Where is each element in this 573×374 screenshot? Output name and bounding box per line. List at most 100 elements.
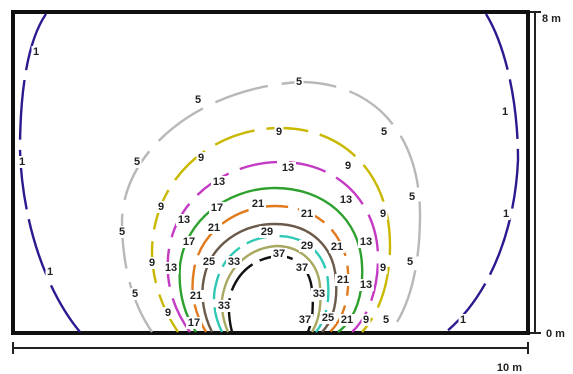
contour-label-5: 5 [407, 256, 413, 268]
contour-line-29 [212, 234, 330, 333]
contour-labels: 1 1 1 1 1 1 5 5 5 5 5 5 5 5 5 9 9 9 9 9 9 9 9 9 13 13 13 13 13 13 13 17… [17, 46, 511, 329]
contour-label-background [31, 46, 41, 58]
contour-label-background [297, 314, 313, 326]
contour-label-9: 9 [380, 262, 386, 274]
width-label: 10 m [497, 362, 522, 374]
contour-line-25 [201, 222, 338, 333]
contour-label-background [130, 288, 140, 300]
contour-label-13: 13 [213, 176, 225, 188]
contour-label-9: 9 [158, 201, 164, 213]
contour-label-background [407, 191, 417, 203]
contour-label-25: 25 [322, 312, 334, 324]
contour-label-21: 21 [341, 314, 353, 326]
contour-label-5: 5 [409, 191, 415, 203]
contour-label-background [358, 279, 374, 291]
contour-label-29: 29 [301, 240, 313, 252]
contour-label-background [378, 208, 388, 220]
contour-label-17: 17 [183, 236, 195, 248]
contour-label-background [259, 226, 275, 238]
contour-label-1: 1 [460, 314, 466, 326]
contour-label-background [361, 314, 371, 326]
contour-label-background [181, 236, 197, 248]
contour-label-5: 5 [132, 288, 138, 300]
contour-label-background [339, 314, 355, 326]
contour-label-background [329, 241, 345, 253]
contour-label-9: 9 [165, 307, 171, 319]
contour-label-background [299, 208, 315, 220]
contour-label-background [378, 262, 388, 274]
contour-label-background [458, 314, 468, 326]
contour-label-21: 21 [190, 290, 202, 302]
contour-label-background [45, 266, 55, 278]
contour-label-1: 1 [47, 266, 53, 278]
contour-label-13: 13 [340, 194, 352, 206]
contour-label-9: 9 [198, 152, 204, 164]
contour-label-21: 21 [337, 274, 349, 286]
contour-line-21 [191, 204, 350, 333]
contour-label-background [17, 156, 27, 168]
contour-label-21: 21 [331, 241, 343, 253]
contour-label-33: 33 [313, 288, 325, 300]
contour-label-background [163, 307, 173, 319]
contour-label-background [196, 152, 206, 164]
contour-label-1: 1 [19, 156, 25, 168]
height-bottom-label: 0 m [546, 328, 565, 340]
contour-label-background [280, 162, 296, 174]
contour-label-background [294, 76, 304, 88]
vertical-scale: 8 m 0 m [530, 11, 565, 340]
contour-label-13: 13 [178, 214, 190, 226]
contour-label-background [117, 226, 127, 238]
contour-label-background [226, 256, 242, 268]
contour-label-21: 21 [301, 208, 313, 220]
contour-label-background [335, 274, 351, 286]
contour-label-background [132, 156, 142, 168]
contour-label-background [271, 248, 287, 260]
contour-label-background [274, 126, 284, 138]
contour-label-background [500, 106, 510, 118]
contour-label-5: 5 [296, 76, 302, 88]
height-top-label: 8 m [542, 13, 561, 25]
contour-label-9: 9 [149, 257, 155, 269]
contour-label-21: 21 [252, 198, 264, 210]
contour-label-background [193, 94, 203, 106]
contour-label-37: 37 [299, 314, 311, 326]
contour-label-background [501, 208, 511, 220]
contour-label-background [379, 126, 389, 138]
contour-line-33 [220, 244, 322, 333]
contour-label-33: 33 [228, 256, 240, 268]
contour-label-5: 5 [134, 156, 140, 168]
contour-label-background [186, 317, 202, 329]
contour-line-1-right [445, 13, 520, 333]
contour-label-9: 9 [345, 160, 351, 172]
contour-label-5: 5 [195, 94, 201, 106]
contour-label-9: 9 [380, 208, 386, 220]
contour-label-13: 13 [282, 162, 294, 174]
contour-label-background [343, 160, 353, 172]
contour-label-13: 13 [360, 236, 372, 248]
contour-label-13: 13 [360, 279, 372, 291]
contour-label-background [156, 201, 166, 213]
contour-label-17: 17 [188, 317, 200, 329]
contour-label-background [201, 256, 217, 268]
contour-label-background [338, 194, 354, 206]
contour-label-1: 1 [33, 46, 39, 58]
contour-label-background [250, 198, 266, 210]
contour-label-17: 17 [211, 202, 223, 214]
contour-label-5: 5 [119, 226, 125, 238]
contour-label-21: 21 [208, 222, 220, 234]
contour-label-1: 1 [502, 106, 508, 118]
horizontal-scale: 10 m [12, 342, 529, 374]
contour-label-9: 9 [363, 314, 369, 326]
contour-label-background [206, 222, 222, 234]
contour-label-background [209, 202, 225, 214]
contour-label-background [294, 262, 310, 274]
contour-label-background [163, 262, 179, 274]
contour-label-25: 25 [203, 256, 215, 268]
contour-label-5: 5 [381, 126, 387, 138]
contour-label-background [216, 300, 232, 312]
contour-label-background [147, 257, 157, 269]
contour-label-1: 1 [503, 208, 509, 220]
contour-label-29: 29 [261, 226, 273, 238]
contour-label-background [311, 288, 327, 300]
